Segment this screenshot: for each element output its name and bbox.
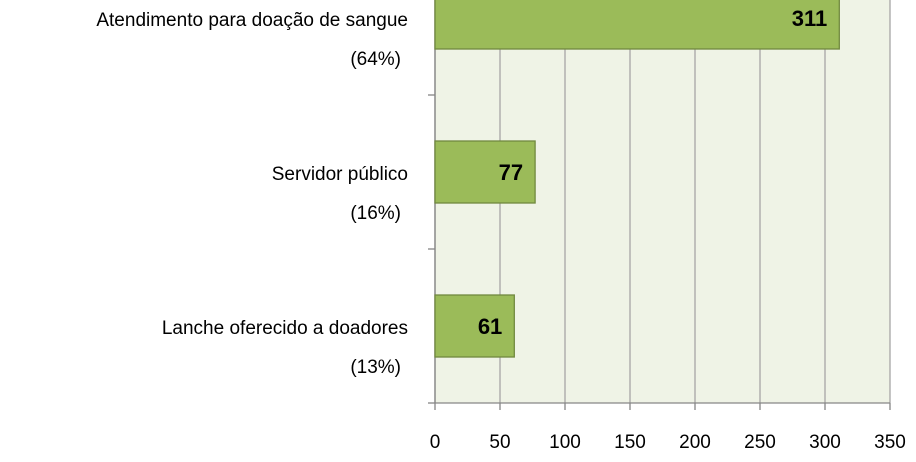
bar <box>434 140 536 204</box>
value-label: 61 <box>478 314 502 339</box>
y-tick-label: Lanche oferecido a doadores <box>162 318 408 339</box>
y-tick-sublabel: (13%) <box>350 357 401 378</box>
x-tick-label: 100 <box>549 432 581 453</box>
x-tick-label: 350 <box>874 432 906 453</box>
x-tick-label: 250 <box>744 432 776 453</box>
value-label: 77 <box>499 160 523 185</box>
value-label: 311 <box>792 6 828 31</box>
y-tick-label: Atendimento para doação de sangue <box>96 10 408 31</box>
x-tick-label: 50 <box>489 432 510 453</box>
x-tick-label: 150 <box>614 432 646 453</box>
y-tick-sublabel: (16%) <box>350 203 401 224</box>
bar <box>434 294 515 358</box>
x-tick-label: 300 <box>809 432 841 453</box>
y-tick-label: Servidor público <box>272 164 408 185</box>
bar <box>434 0 840 50</box>
y-tick-sublabel: (64%) <box>350 49 401 70</box>
x-tick-label: 200 <box>679 432 711 453</box>
x-tick-label: 0 <box>430 432 441 453</box>
